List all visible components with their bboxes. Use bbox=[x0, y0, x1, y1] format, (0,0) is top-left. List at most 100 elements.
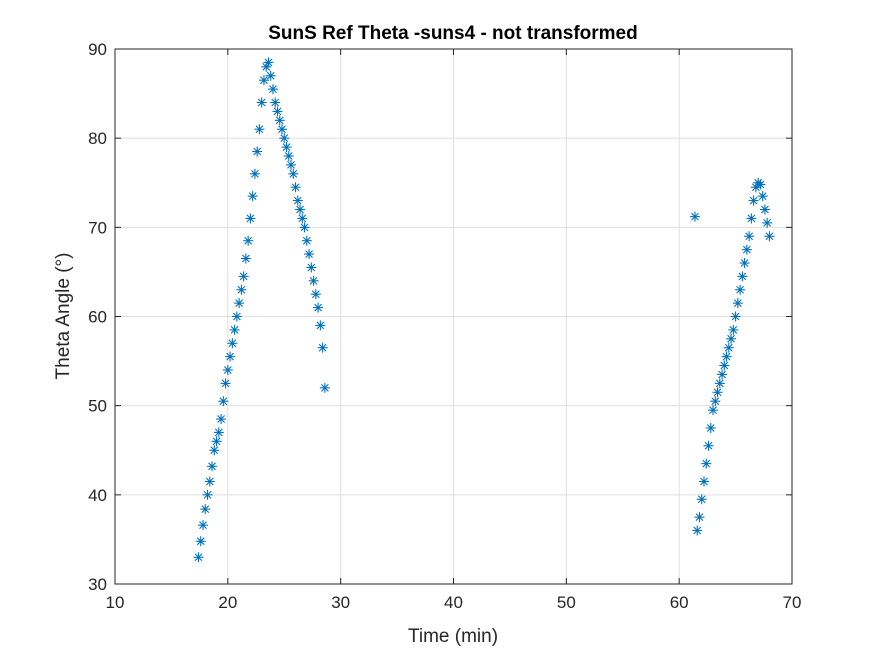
data-point bbox=[249, 168, 260, 179]
data-point bbox=[270, 97, 281, 108]
data-point bbox=[243, 235, 254, 246]
data-point bbox=[746, 213, 757, 224]
data-point bbox=[202, 489, 213, 500]
data-point bbox=[317, 342, 328, 353]
data-point bbox=[295, 204, 306, 215]
data-point bbox=[231, 311, 242, 322]
y-axis-ticks: 30 40 50 60 70 80 90 bbox=[88, 40, 792, 594]
data-point bbox=[692, 525, 703, 536]
data-point bbox=[310, 289, 321, 300]
data-markers bbox=[193, 57, 775, 563]
data-point bbox=[708, 405, 719, 416]
chart-title: SunS Ref Theta -suns4 - not transformed bbox=[268, 23, 637, 44]
x-axis-label: Time (min) bbox=[408, 626, 498, 647]
data-point bbox=[764, 231, 775, 242]
data-point bbox=[290, 182, 301, 193]
data-point bbox=[762, 217, 773, 228]
data-point bbox=[265, 70, 276, 81]
y-axis-label: Theta Angle (°) bbox=[53, 253, 74, 380]
data-point bbox=[741, 244, 752, 255]
x-tick-label: 10 bbox=[106, 593, 125, 612]
data-point bbox=[739, 258, 750, 268]
y-tick-label: 70 bbox=[88, 218, 107, 237]
data-point bbox=[719, 360, 730, 371]
x-tick-label: 50 bbox=[557, 593, 576, 612]
data-point bbox=[252, 146, 263, 157]
data-point bbox=[723, 342, 734, 353]
data-point bbox=[705, 422, 716, 433]
x-tick-label: 60 bbox=[670, 593, 689, 612]
data-point bbox=[207, 461, 218, 472]
data-point bbox=[726, 333, 737, 344]
data-point bbox=[238, 271, 249, 282]
data-point bbox=[258, 75, 269, 86]
data-point bbox=[755, 179, 766, 190]
data-point bbox=[299, 222, 310, 233]
data-point bbox=[229, 324, 240, 335]
data-point bbox=[301, 235, 312, 246]
data-point bbox=[279, 133, 290, 144]
data-point bbox=[703, 440, 714, 451]
data-point bbox=[735, 284, 746, 295]
data-point bbox=[274, 115, 285, 126]
y-tick-label: 30 bbox=[88, 575, 107, 594]
data-point bbox=[308, 275, 319, 286]
data-point bbox=[195, 536, 206, 547]
data-point bbox=[198, 520, 209, 531]
data-point bbox=[714, 378, 725, 389]
y-tick-label: 60 bbox=[88, 308, 107, 327]
x-tick-label: 30 bbox=[331, 593, 350, 612]
data-point bbox=[281, 142, 292, 153]
y-tick-label: 90 bbox=[88, 40, 107, 59]
x-tick-label: 20 bbox=[218, 593, 237, 612]
data-point bbox=[236, 284, 247, 295]
data-point bbox=[220, 378, 231, 389]
data-point bbox=[247, 191, 258, 202]
data-point bbox=[218, 396, 229, 407]
data-point bbox=[737, 271, 748, 282]
data-point bbox=[209, 445, 220, 456]
x-tick-label: 70 bbox=[783, 593, 802, 612]
y-tick-label: 80 bbox=[88, 129, 107, 148]
data-point bbox=[254, 124, 265, 135]
data-point bbox=[245, 213, 256, 224]
data-point bbox=[757, 191, 768, 202]
data-point bbox=[234, 298, 245, 309]
data-point bbox=[759, 204, 770, 215]
data-point bbox=[694, 512, 705, 523]
data-point bbox=[225, 351, 236, 362]
data-point bbox=[313, 302, 324, 313]
data-point bbox=[728, 324, 739, 335]
data-point bbox=[712, 387, 723, 398]
data-point bbox=[286, 159, 297, 170]
data-point bbox=[240, 253, 251, 264]
data-point bbox=[193, 552, 204, 563]
data-point bbox=[283, 151, 294, 161]
data-point bbox=[689, 211, 700, 222]
data-point bbox=[213, 427, 224, 438]
data-point bbox=[204, 476, 215, 487]
data-point bbox=[288, 168, 299, 179]
data-point bbox=[698, 476, 709, 487]
data-point bbox=[717, 369, 728, 380]
y-tick-label: 50 bbox=[88, 397, 107, 416]
x-tick-label: 40 bbox=[444, 593, 463, 612]
y-tick-label: 40 bbox=[88, 486, 107, 505]
data-point bbox=[732, 298, 743, 309]
data-point bbox=[227, 338, 238, 349]
data-point bbox=[200, 504, 211, 515]
data-point bbox=[292, 195, 303, 206]
data-point bbox=[315, 320, 326, 331]
data-point bbox=[748, 195, 759, 206]
data-point bbox=[744, 231, 755, 242]
data-point bbox=[730, 311, 741, 322]
data-point bbox=[297, 213, 308, 224]
data-point bbox=[304, 249, 315, 260]
data-point bbox=[696, 494, 707, 505]
data-point bbox=[211, 436, 222, 447]
data-point bbox=[222, 365, 233, 375]
data-point bbox=[276, 124, 287, 135]
data-point bbox=[263, 57, 274, 68]
x-axis-ticks: 10 20 30 40 50 60 70 bbox=[106, 49, 802, 612]
